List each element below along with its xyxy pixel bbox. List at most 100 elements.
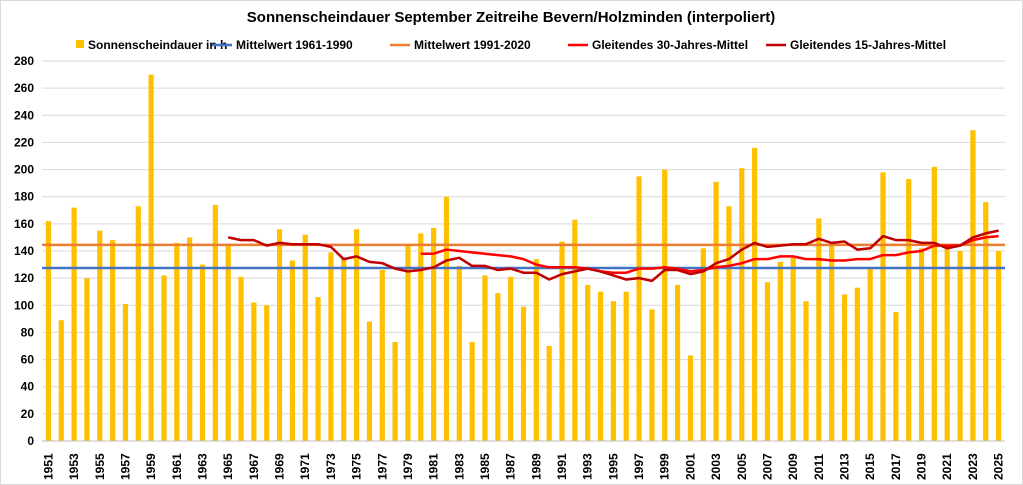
- y-tick-label: 20: [21, 407, 35, 421]
- x-tick-label: 2009: [786, 453, 800, 480]
- bar-1964: [212, 204, 218, 441]
- bar-2019: [918, 248, 925, 441]
- bar-1974: [341, 257, 347, 441]
- x-tick-label: 2023: [966, 453, 980, 480]
- x-tick-label: 1961: [170, 453, 184, 480]
- y-tick-label: 80: [21, 325, 35, 339]
- bar-1995: [610, 301, 616, 441]
- bar-1959: [148, 74, 154, 442]
- x-tick-label: 1981: [427, 453, 441, 480]
- y-tick-label: 120: [14, 271, 34, 285]
- bar-2007: [764, 282, 771, 441]
- x-tick-label: 1983: [452, 453, 466, 480]
- moving-average-15-line: [227, 229, 999, 283]
- y-tick-label: 100: [14, 298, 34, 312]
- bar-2009: [790, 256, 796, 441]
- x-tick-label: 1953: [67, 453, 81, 480]
- legend-mean-1961-1990: Mittelwert 1961-1990: [212, 38, 353, 52]
- bar-1987: [508, 276, 514, 441]
- bar-2000: [674, 284, 681, 441]
- x-tick-label: 1991: [555, 453, 569, 480]
- bar-2014: [854, 287, 860, 441]
- y-tick-label: 0: [27, 434, 34, 448]
- legend-ma30: Gleitendes 30-Jahres-Mittel: [568, 38, 748, 52]
- x-tick-label: 1997: [632, 453, 646, 480]
- bar-1963: [199, 264, 206, 441]
- x-tick-label: 1985: [478, 453, 492, 480]
- bar-1969: [276, 229, 283, 441]
- lines: [42, 229, 1005, 283]
- legend-label: Gleitendes 30-Jahres-Mittel: [592, 38, 748, 52]
- bar-2004: [726, 206, 732, 441]
- bar-1985: [482, 275, 488, 441]
- legend-label: Mittelwert 1961-1990: [236, 38, 353, 52]
- bar-1982: [443, 196, 450, 441]
- x-tick-label: 1995: [606, 453, 620, 480]
- legend-ma15: Gleitendes 15-Jahres-Mittel: [766, 38, 946, 52]
- bar-1979: [405, 245, 411, 441]
- bar-1981: [431, 227, 437, 441]
- x-tick-label: 2003: [709, 453, 723, 480]
- bar-1978: [392, 341, 398, 441]
- bar-1984: [469, 341, 475, 441]
- chart-title: Sonnenscheindauer September Zeitreihe Be…: [247, 9, 775, 26]
- bar-1962: [187, 237, 193, 441]
- x-tick-label: 1977: [375, 453, 389, 480]
- x-tick-label: 1989: [529, 453, 543, 480]
- bar-1951: [45, 221, 52, 441]
- y-tick-label: 140: [14, 244, 34, 258]
- bar-2018: [906, 179, 912, 442]
- x-tick-label: 2025: [992, 453, 1006, 480]
- x-tick-label: 1971: [298, 453, 312, 480]
- legend-mean-1991-2020: Mittelwert 1991-2020: [390, 38, 531, 52]
- x-tick-label: 2011: [812, 454, 826, 480]
- bar-2017: [893, 312, 899, 441]
- bar-1961: [174, 242, 180, 441]
- legend: Sonnenscheindauer in h Mittelwert 1961-19…: [76, 38, 946, 52]
- bar-2015: [867, 267, 873, 441]
- x-tick-label: 1973: [324, 453, 338, 480]
- bar-1956: [110, 240, 116, 441]
- x-tick-label: 1975: [350, 453, 364, 480]
- bar-1988: [520, 306, 527, 441]
- bar-2022: [957, 251, 963, 441]
- bar-2003: [713, 181, 719, 442]
- bar-1989: [533, 259, 539, 441]
- bar-2001: [687, 355, 694, 441]
- bar-1973: [328, 252, 334, 441]
- legend-bars: Sonnenscheindauer in h: [76, 38, 227, 52]
- x-tick-label: 1969: [273, 453, 287, 480]
- bar-2011: [816, 218, 822, 441]
- bar-1971: [302, 234, 308, 441]
- bar-2023: [970, 130, 976, 441]
- y-tick-label: 220: [14, 135, 34, 149]
- x-axis: 1951 1953 1955 1957 1959 1961 1963 1965 1967 1969…: [41, 440, 1006, 480]
- bar-1983: [456, 265, 462, 441]
- bar-2025: [995, 251, 1002, 441]
- bar-2021: [944, 248, 950, 441]
- legend-label: Sonnenscheindauer in h: [88, 38, 227, 52]
- x-tick-label: 1955: [93, 453, 107, 480]
- x-tick-label: 2007: [760, 453, 774, 480]
- y-tick-label: 40: [21, 380, 35, 394]
- bar-1976: [366, 321, 373, 441]
- bar-1972: [315, 297, 321, 441]
- bar-1980: [418, 233, 424, 441]
- x-tick-label: 2013: [838, 453, 852, 480]
- bar-1991: [559, 241, 565, 441]
- bar-1952: [58, 320, 64, 441]
- x-tick-label: 1951: [41, 453, 55, 480]
- bar-2020: [931, 166, 937, 441]
- y-tick-label: 240: [14, 108, 34, 122]
- bar-1958: [135, 206, 141, 441]
- y-tick-label: 200: [14, 163, 34, 177]
- bar-1955: [97, 230, 103, 441]
- bar-1968: [264, 305, 270, 441]
- bar-1993: [585, 284, 591, 441]
- x-tick-label: 1967: [247, 453, 261, 480]
- bar-2012: [829, 245, 835, 441]
- x-tick-label: 2015: [863, 453, 877, 480]
- x-tick-label: 1963: [196, 453, 210, 480]
- bar-2013: [841, 294, 848, 441]
